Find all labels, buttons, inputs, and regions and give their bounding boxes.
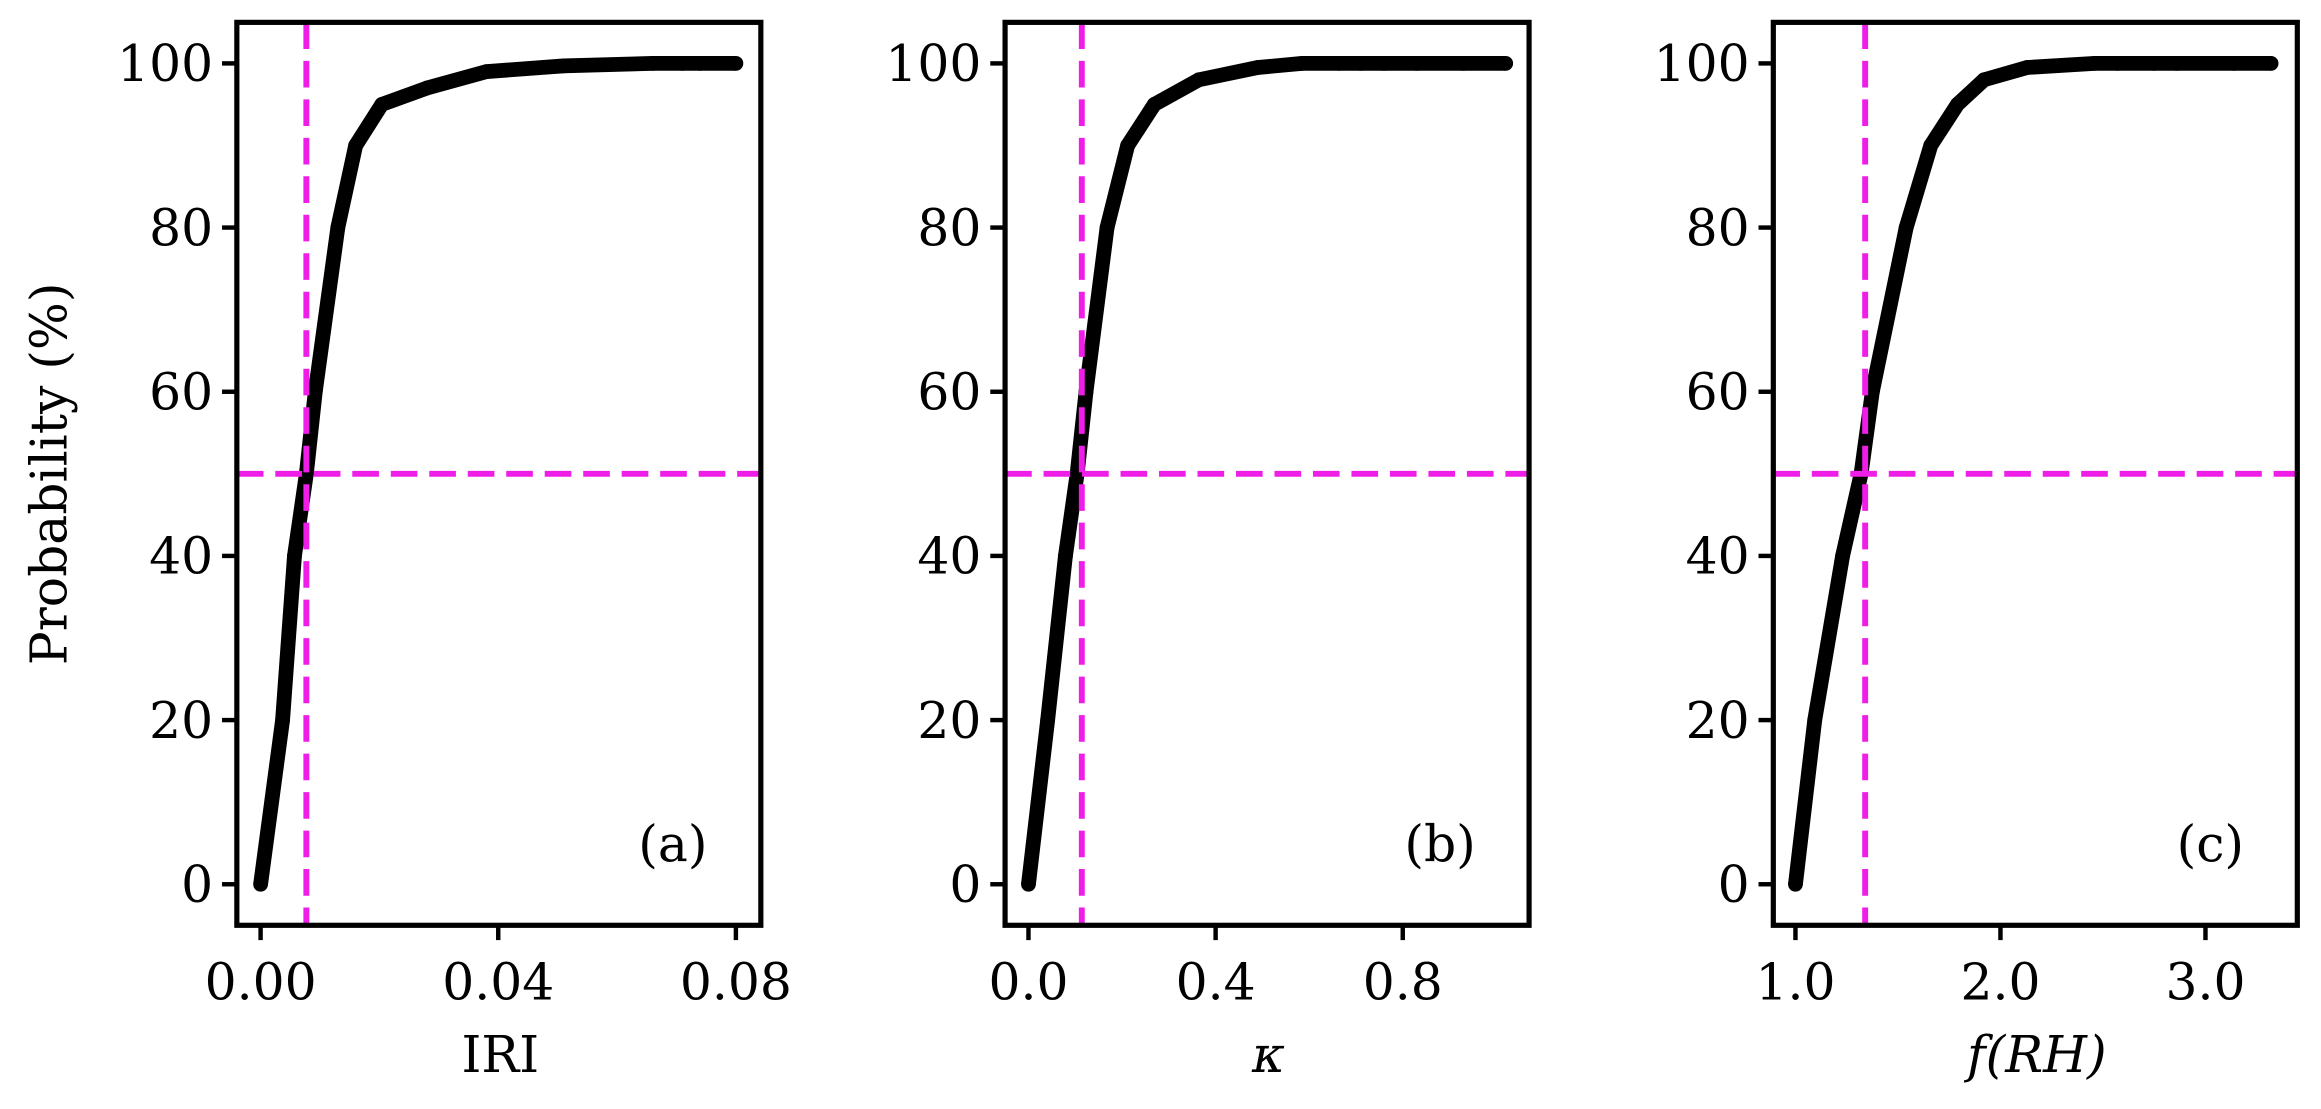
axes-frame [1002, 19, 1532, 928]
data-point [1058, 548, 1073, 564]
data-point [645, 55, 661, 71]
x-tick-label: 3.0 [2165, 952, 2245, 1011]
x-axis-label: κ [1251, 1025, 1285, 1084]
data-point [1456, 55, 1471, 71]
panel-label: (a) [638, 815, 707, 874]
data-point [675, 55, 690, 71]
data-point [253, 876, 269, 892]
y-tick-label: 20 [917, 691, 981, 750]
y-tick-label: 60 [149, 363, 213, 422]
data-point [419, 80, 435, 96]
data-point [330, 220, 346, 235]
data-point [2169, 55, 2185, 71]
data-point [556, 58, 571, 74]
data-point [298, 466, 314, 482]
data-point [275, 712, 290, 728]
data-point [1040, 712, 1056, 728]
x-tick-label: 1.0 [1755, 952, 1835, 1011]
y-tick-label: 0 [181, 855, 213, 914]
data-point [1950, 97, 1965, 112]
x-tick-label: 2.0 [1960, 952, 2040, 1011]
data-point [478, 64, 494, 80]
y-tick-label: 20 [1686, 691, 1750, 750]
data-point [2263, 55, 2279, 71]
y-tick-label: 80 [149, 198, 213, 257]
y-tick-label: 80 [1686, 198, 1750, 257]
y-tick-label: 40 [149, 527, 213, 586]
data-point [1807, 712, 1823, 728]
x-tick-label: 0.4 [1176, 952, 1256, 1011]
data-point [1898, 220, 1914, 235]
data-point [2087, 55, 2103, 71]
x-axis-label: IRI [461, 1025, 539, 1084]
y-tick-label: 20 [149, 691, 213, 750]
panel-label: (b) [1404, 815, 1475, 874]
data-point [1146, 97, 1162, 112]
data-point [2146, 55, 2162, 71]
data-point [2109, 55, 2125, 71]
data-point [1353, 55, 1369, 71]
data-point [1376, 55, 1392, 71]
x-tick-label: 0.0 [988, 952, 1068, 1011]
data-point [692, 55, 708, 71]
data-point [1331, 55, 1347, 71]
data-point [1864, 384, 1880, 400]
y-axis-label: Probability (%) [20, 283, 79, 666]
data-point [1835, 548, 1851, 564]
data-point [1409, 55, 1425, 71]
data-point [728, 55, 744, 71]
data-point [1498, 55, 1514, 71]
x-tick-label: 0.8 [1363, 952, 1443, 1011]
cdf-line [1788, 55, 2272, 886]
data-point [1976, 72, 1992, 88]
data-point [307, 384, 323, 400]
data-point [1191, 72, 1207, 88]
x-tick-label: 0.08 [680, 952, 792, 1011]
y-tick-label: 100 [885, 34, 981, 93]
data-point [1923, 138, 1939, 153]
y-tick-label: 100 [1654, 34, 1750, 93]
x-tick-label: 0.00 [205, 952, 317, 1011]
data-point [287, 548, 302, 564]
data-point [2226, 55, 2242, 71]
data-point [374, 97, 390, 112]
x-axis-label: f(RH) [1963, 1025, 2107, 1084]
x-tick-label: 0.04 [442, 952, 554, 1011]
y-tick-label: 0 [1718, 855, 1750, 914]
data-point [2019, 60, 2035, 75]
data-point [1294, 55, 1310, 71]
data-point [1250, 60, 1266, 75]
y-tick-label: 40 [917, 527, 981, 586]
data-point [1099, 220, 1115, 235]
y-tick-label: 60 [917, 363, 981, 422]
axes-frame [234, 19, 764, 928]
y-tick-label: 60 [1686, 363, 1750, 422]
y-tick-label: 40 [1686, 527, 1750, 586]
data-point [1788, 876, 1803, 892]
y-tick-label: 100 [117, 34, 213, 93]
y-tick-label: 80 [917, 198, 981, 257]
data-point [348, 138, 364, 153]
data-point [1120, 138, 1136, 153]
y-tick-label: 0 [949, 855, 981, 914]
panel-label: (c) [2177, 815, 2244, 874]
data-point [1021, 876, 1036, 892]
axes-frame [1770, 19, 2300, 928]
